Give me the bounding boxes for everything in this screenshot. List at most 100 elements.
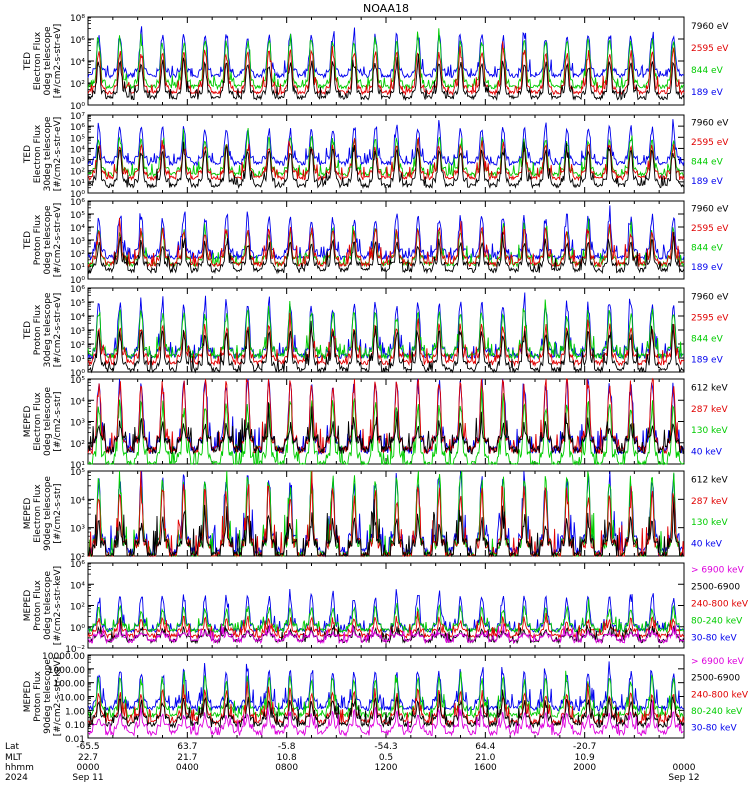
y-tick-label: 10¹ [70,263,85,273]
y-axis-label-line: Proton Flux [33,304,43,355]
series-line [87,320,685,374]
x-tick-label-hhmm: 2000 [573,763,596,773]
y-axis-label-line: Proton Flux [33,671,43,722]
series-line [87,299,685,361]
y-tick-label: 10² [70,341,85,351]
x-tick-label-mlt: 21.7 [177,753,197,763]
y-axis-label-line: TED [23,145,33,164]
legend-entry: 612 keV [691,476,728,486]
series-line [87,26,685,80]
x-tick-label-lat: 64.4 [475,742,495,752]
y-axis-label-line: Electron Flux [33,124,43,183]
y-tick-label: 10⁵ [70,134,85,144]
y-tick-label: 10⁶ [70,285,85,295]
panel-2: TED Electron Flux 30deg telescope [#/cm2-s-… [23,112,729,200]
series-line [87,312,685,367]
y-tick-label: 0.01 [65,735,85,745]
y-axis-label-line: TED [23,231,33,250]
y-tick-label: 10000.00 [42,652,85,662]
y-tick-label: 0.10 [65,721,85,731]
panel-frame [87,200,685,280]
series-line [87,28,685,91]
series-line [87,661,685,713]
y-tick-label: 10¹ [70,355,85,365]
x-tick-label-date: Sep 11 [72,773,103,783]
legend-entry: 2500-6900 [691,582,740,592]
series-line [87,689,685,729]
series-line [88,141,685,190]
series-line [87,617,685,645]
y-axis-label-line: MEPED [23,681,33,713]
y-tick-label: 10⁷ [70,112,85,122]
x-tick-label-lat: -65.5 [76,742,99,752]
y-tick-label: 10³ [70,237,85,247]
legend-entry: 240-800 keV [691,599,749,609]
legend-entry: 2500-6900 [691,674,740,684]
y-axis-label-line: TED [23,321,33,340]
x-tick-label-date: Sep 12 [668,773,699,783]
series-line [87,127,685,178]
panel-3: TED Proton Flux 0deg telescope [#/cm2-s-str… [23,198,729,286]
legend-entry: 2595 eV [691,314,729,324]
legend-entry: 7960 eV [691,119,729,129]
legend-entry: > 6900 keV [691,565,745,575]
panel-4: TED Proton Flux 30deg telescope [#/cm2-s-st… [23,285,729,379]
legend-entry: 844 eV [691,158,724,168]
series-line [87,402,685,456]
y-tick-label: 10² [70,603,85,613]
y-tick-label: 10³ [70,525,85,535]
y-axis-label-line: 0deg telescope [43,205,53,275]
y-tick-label: 10³ [70,157,85,167]
y-axis-label-line: MEPED [23,406,33,438]
x-tick-label-hhmm: 1600 [474,763,497,773]
y-tick-label: 10⁰ [70,276,85,286]
y-axis-label-line: 0deg telescope [43,387,53,457]
y-tick-label: 10⁶ [70,123,85,133]
legend-entry: 189 eV [691,263,724,273]
x-tick-label-lat: -20.7 [573,742,596,752]
y-tick-label: 10⁴ [70,496,85,506]
y-axis-label-line: [#/cm2-s-str-eV] [53,293,63,368]
legend-entry: 2595 eV [691,138,729,148]
y-axis-label-line: Proton Flux [33,580,43,631]
legend-entry: 30-80 keV [691,633,737,643]
panel-6: MEPED Electron Flux 90deg telescope [#/cm2-… [23,468,728,563]
legend-entry: 240-800 keV [691,690,749,700]
y-tick-label: 1000.00 [48,666,85,676]
series-line [87,137,685,182]
legend-entry: 189 eV [691,356,724,366]
y-tick-label: 10⁴ [70,581,85,591]
y-axis-label-line: 30deg telescope [43,116,53,191]
legend-entry: 844 eV [691,335,724,345]
legend-entry: 30-80 keV [691,724,737,734]
x-row-label: 2024 [5,773,28,783]
x-tick-label-mlt: 22.7 [78,753,98,763]
y-axis-label-line: MEPED [23,590,33,622]
y-tick-label: 10¹ [70,179,85,189]
y-tick-label: 10⁵ [70,468,85,478]
y-tick-label: 10⁴ [70,397,85,407]
legend-entry: 189 eV [691,177,724,187]
series-line [87,382,685,466]
series-line [87,217,685,269]
chart-title: NOAA18 [363,2,409,15]
legend-entry: 40 keV [691,539,723,549]
y-tick-label: 10⁰ [70,624,85,634]
x-tick-label-lat: -5.8 [278,742,296,752]
y-axis-label-line: [#/cm2-s-str-keV] [53,657,63,736]
legend-entry: 7960 eV [691,205,729,215]
y-tick-label: 10⁰ [70,102,85,112]
panel-5: MEPED Electron Flux 0deg telescope [#/cm2-s… [23,376,728,471]
legend-entry: 287 keV [691,497,728,507]
legend-entry: 189 eV [691,88,724,98]
y-tick-label: 10³ [70,327,85,337]
legend-entry: 130 keV [691,426,728,436]
x-tick-label-hhmm: 0000 [673,763,696,773]
y-tick-label: 10² [70,80,85,90]
y-tick-label: 10⁰ [70,369,85,379]
series-line [87,497,684,558]
legend-entry: 844 eV [691,66,724,76]
legend-entry: 287 keV [691,405,728,415]
y-tick-label: 10⁵ [70,211,85,221]
